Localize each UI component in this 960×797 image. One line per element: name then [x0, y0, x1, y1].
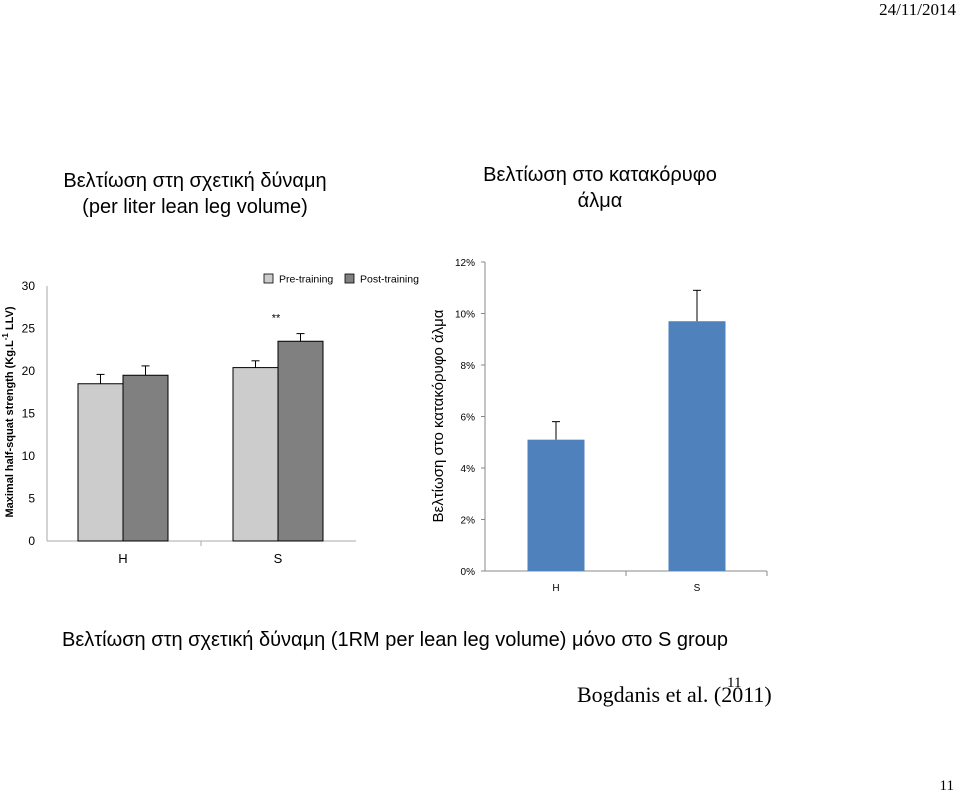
jump-y-tick-label: 6% [461, 413, 476, 424]
strength-y-tick-label: 30 [22, 279, 36, 293]
jump-y-tick-label: 4% [461, 464, 476, 475]
slide-number-overlay: 11 [727, 675, 742, 691]
jump-y-tick-label: 8% [461, 361, 476, 372]
left-chart-title: Βελτίωση στη σχετική δύναμη (per liter l… [22, 168, 368, 220]
jump-x-tick-label: H [552, 583, 559, 594]
strength-bar-s-post [277, 340, 324, 542]
strength-y-tick-label: 20 [22, 364, 36, 378]
jump-bar-h [527, 439, 585, 571]
strength-x-tick-label: H [118, 551, 127, 566]
strength-y-axis-label-main: Maximal half-squat strength (Kg.L [4, 340, 16, 518]
strength-y-tick-label: 5 [28, 492, 35, 506]
right-chart-title: Βελτίωση στο κατακόρυφο άλμα [420, 162, 780, 214]
jump-y-axis-label: Βελτίωση στο κατακόρυφο άλμα [430, 309, 447, 522]
citation: Bogdanis et al. (2011) [577, 682, 772, 707]
right-title-line1: Βελτίωση στο κατακόρυφο [483, 164, 717, 186]
strength-x-tick-label: S [274, 551, 283, 566]
legend-swatch-pre [263, 273, 274, 284]
page-number: 11 [939, 778, 954, 794]
strength-y-tick-label: 10 [22, 449, 36, 463]
strength-chart: 0 5 10 15 20 25 30 H S ** Pre-training Post-train… [1, 273, 419, 567]
legend-label-post: Post-training [360, 274, 419, 286]
strength-y-tick-label: 25 [22, 322, 36, 336]
strength-y-tick-label: 15 [22, 407, 36, 421]
strength-y-axis-label: Maximal half-squat strength (Kg.L-1 LLV) [1, 306, 16, 517]
jump-x-tick-label: S [694, 583, 701, 594]
strength-y-axis-label-sup: -1 [1, 333, 10, 341]
left-title-line1: Βελτίωση στη σχετική δύναμη [63, 170, 327, 192]
strength-y-axis-label-end: LLV) [4, 306, 16, 333]
strength-bar-h-pre [77, 383, 124, 542]
left-title-line2: (per liter lean leg volume) [82, 196, 308, 218]
legend-swatch-post [344, 273, 355, 284]
strength-bar-s-pre [232, 367, 279, 542]
jump-y-tick-label: 2% [461, 516, 476, 527]
jump-chart: 0% 2% 4% 6% 8% 10% 12% H S Βελτίωση στο κατακόρυ… [430, 258, 768, 594]
legend-label-pre: Pre-training [279, 274, 333, 286]
strength-bar-h-post [122, 374, 169, 542]
strength-significance-annotation: ** [272, 313, 281, 325]
jump-y-tick-label: 0% [461, 567, 476, 578]
date-header: 24/11/2014 [879, 0, 956, 19]
right-title-line2: άλμα [577, 190, 623, 212]
jump-y-tick-label: 10% [455, 310, 475, 321]
jump-bar-s [668, 321, 726, 571]
jump-y-tick-label: 12% [455, 258, 475, 269]
strength-y-tick-label: 0 [28, 534, 35, 548]
slide-caption: Βελτίωση στη σχετική δύναμη (1RM per lea… [62, 629, 729, 651]
